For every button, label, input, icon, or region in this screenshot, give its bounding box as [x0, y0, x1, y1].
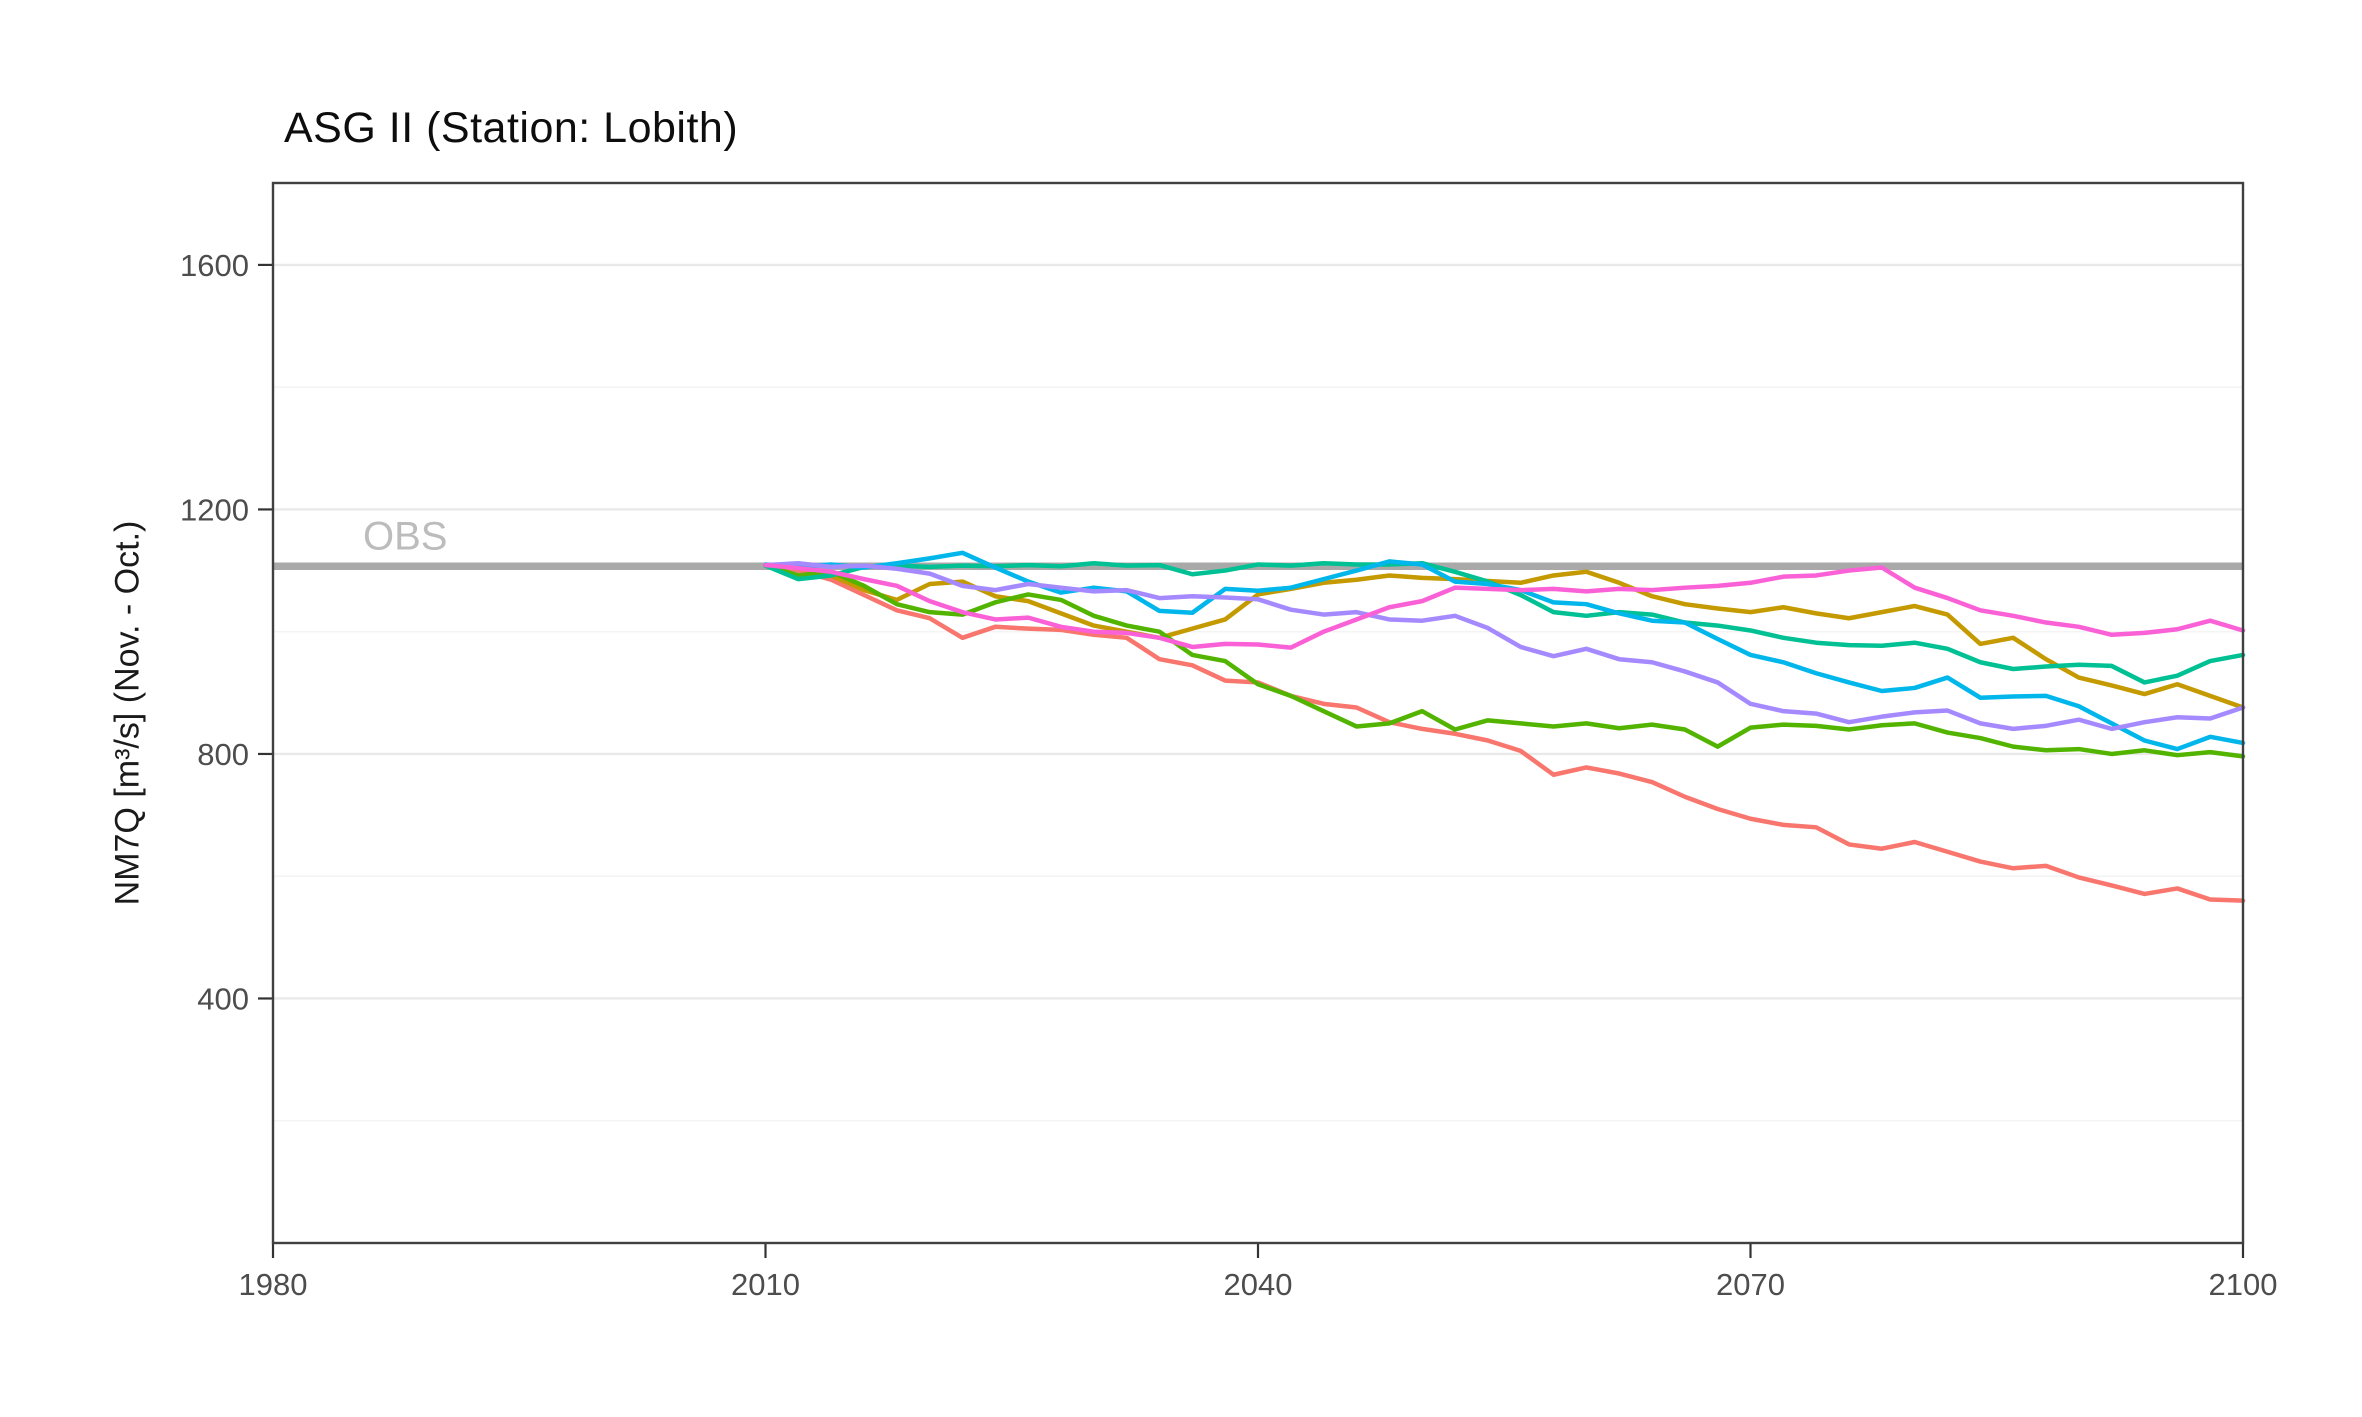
chart-title: ASG II (Station: Lobith) — [284, 104, 739, 152]
x-tick-label: 2070 — [1716, 1267, 1785, 1302]
y-tick-label: 400 — [197, 981, 249, 1016]
y-tick-label: 800 — [197, 737, 249, 772]
y-tick-label: 1200 — [180, 492, 249, 527]
series-line-cyan — [763, 550, 2246, 752]
panel-border — [271, 181, 2245, 1245]
x-tick-label: 2100 — [2209, 1267, 2278, 1302]
series-line-green — [763, 563, 2246, 759]
series-line-purple — [763, 560, 2246, 732]
y-tick-label: 1600 — [180, 248, 249, 283]
x-tick-label: 2010 — [731, 1267, 800, 1302]
x-tick-label: 1980 — [239, 1267, 308, 1302]
series-line-salmon — [763, 563, 2246, 903]
x-tick-label: 2040 — [1224, 1267, 1293, 1302]
series-line-magenta — [763, 562, 2246, 650]
obs-label: OBS — [363, 514, 447, 558]
